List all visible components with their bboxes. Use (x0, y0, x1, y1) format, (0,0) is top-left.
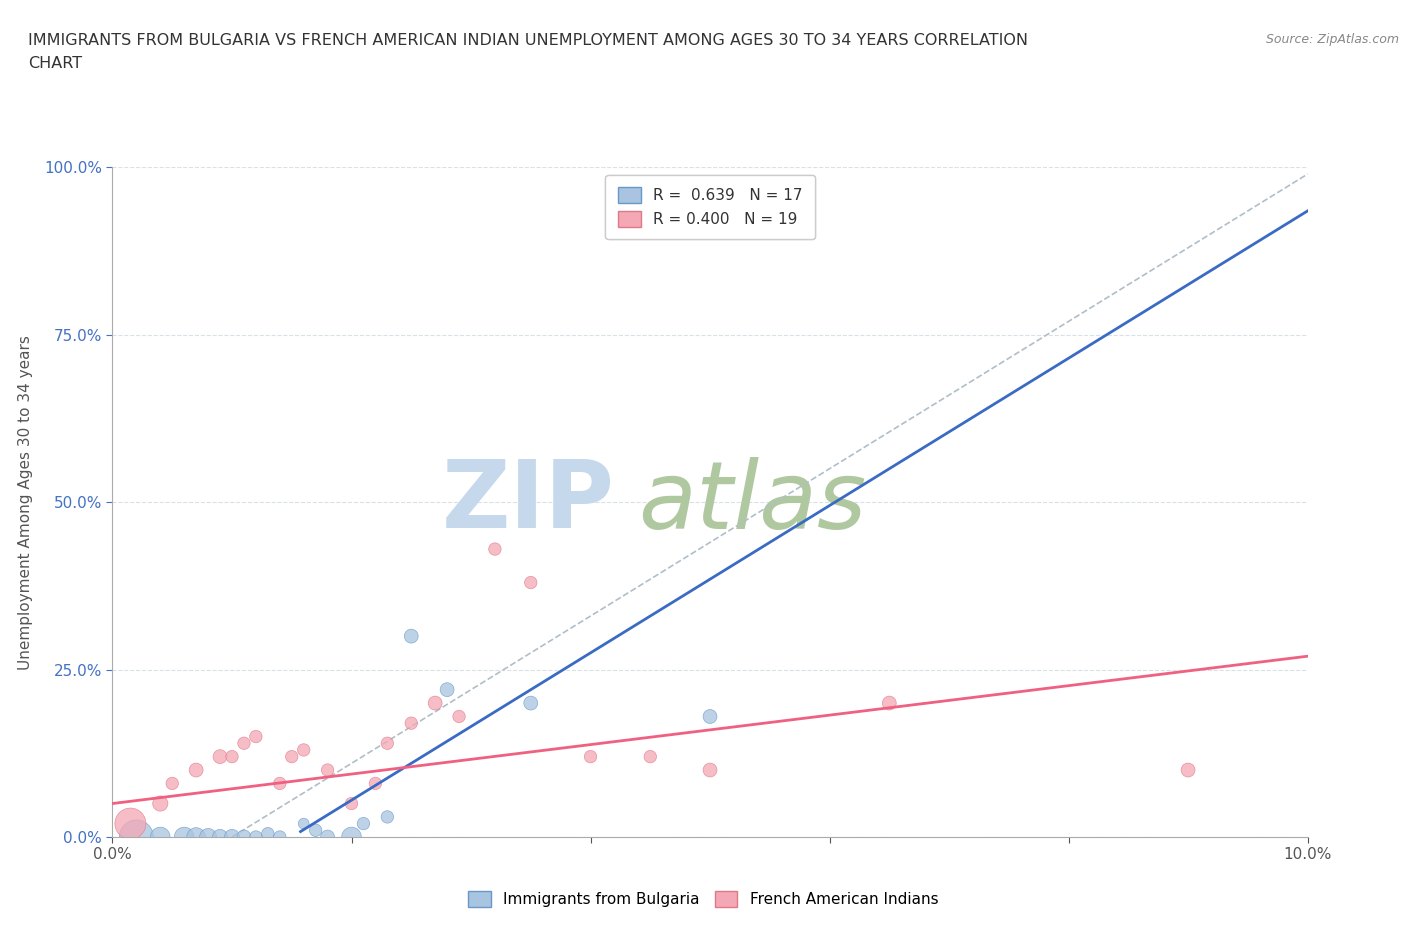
Point (340, 830, 363, 844)
Point (173, 830, 195, 844)
Point (221, 830, 243, 844)
Legend: R =  0.639   N = 17, R = 0.400   N = 19: R = 0.639 N = 17, R = 0.400 N = 19 (606, 175, 814, 239)
Point (233, 830, 256, 844)
Point (520, 575, 543, 590)
Point (352, 817, 374, 831)
Point (162, 776, 183, 790)
Text: Source: ZipAtlas.com: Source: ZipAtlas.com (1265, 33, 1399, 46)
Point (340, 796, 363, 811)
Point (186, 763, 208, 777)
Point (699, 709, 721, 724)
Point (125, 830, 148, 844)
Point (579, 750, 602, 764)
Point (245, 830, 267, 844)
Point (375, 809, 399, 824)
Point (304, 823, 326, 838)
Point (375, 736, 399, 751)
Point (197, 830, 219, 844)
Point (269, 776, 291, 790)
Point (233, 736, 256, 751)
Y-axis label: Unemployment Among Ages 30 to 34 years: Unemployment Among Ages 30 to 34 years (18, 335, 32, 670)
Point (292, 817, 315, 831)
Point (149, 830, 172, 844)
Point (208, 830, 231, 844)
Point (877, 696, 900, 711)
Point (699, 763, 721, 777)
Point (316, 763, 339, 777)
Text: IMMIGRANTS FROM BULGARIA VS FRENCH AMERICAN INDIAN UNEMPLOYMENT AMONG AGES 30 TO: IMMIGRANTS FROM BULGARIA VS FRENCH AMERI… (28, 33, 1028, 47)
Point (186, 830, 208, 844)
Point (257, 826, 280, 841)
Legend: Immigrants from Bulgaria, French American Indians: Immigrants from Bulgaria, French America… (461, 884, 945, 913)
Point (401, 629, 423, 644)
Text: ZIP: ZIP (441, 457, 614, 548)
Point (364, 776, 387, 790)
Point (316, 830, 339, 844)
Point (447, 709, 470, 724)
Point (425, 696, 447, 711)
Point (269, 830, 291, 844)
Point (208, 750, 231, 764)
Point (120, 817, 142, 831)
Point (245, 729, 267, 744)
Point (638, 750, 662, 764)
Text: atlas: atlas (638, 457, 866, 548)
Point (292, 742, 315, 757)
Point (520, 696, 543, 711)
Point (281, 750, 304, 764)
Point (221, 750, 243, 764)
Text: CHART: CHART (28, 56, 82, 71)
Point (149, 796, 172, 811)
Point (436, 683, 458, 698)
Point (1177, 763, 1199, 777)
Point (484, 541, 506, 556)
Point (401, 716, 423, 731)
